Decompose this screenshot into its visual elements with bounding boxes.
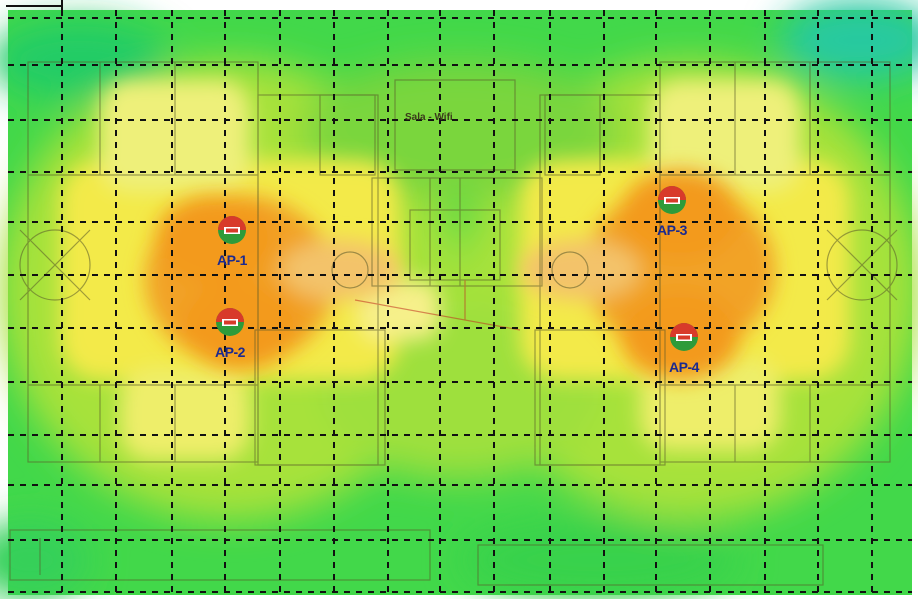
access-point-label: AP-2 (215, 344, 245, 360)
center-room-label: Sala - Wifi (405, 112, 453, 123)
access-point-icon (670, 323, 698, 351)
access-point-label: AP-4 (669, 359, 699, 375)
access-point-2[interactable]: AP-2 (198, 307, 262, 360)
access-point-icon (658, 186, 686, 214)
survey-grid (8, 10, 912, 595)
access-point-1[interactable]: AP-1 (200, 215, 264, 268)
access-point-icon (216, 308, 244, 336)
access-point-icon (218, 216, 246, 244)
signal-zone-strong (145, 170, 775, 380)
access-point-label: AP-1 (217, 252, 247, 268)
access-point-4[interactable]: AP-4 (652, 322, 716, 375)
access-point-label: AP-3 (657, 222, 687, 238)
access-point-3[interactable]: AP-3 (640, 185, 704, 238)
floorplan-walls (9, 61, 898, 586)
